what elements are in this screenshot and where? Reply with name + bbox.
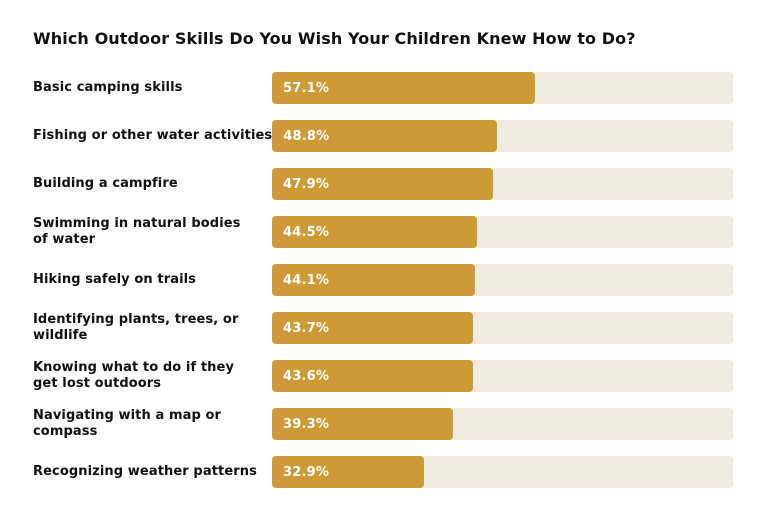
category-label: Swimming in natural bodies of water [33, 216, 241, 247]
chart-title: Which Outdoor Skills Do You Wish Your Ch… [33, 29, 636, 48]
chart-row: Basic camping skills 57.1% [33, 64, 733, 112]
category-label: Recognizing weather patterns [33, 464, 257, 479]
bar-fill: 47.9% [272, 168, 493, 200]
bar-fill: 48.8% [272, 120, 498, 152]
bar-track: 44.5% [272, 216, 733, 248]
chart-rows: Basic camping skills 57.1% Fishing or ot… [33, 64, 733, 496]
category-label: Fishing or other water activities [33, 128, 273, 143]
chart-row: Swimming in natural bodies of water 44.5… [33, 208, 733, 256]
bar-track: 44.1% [272, 264, 733, 296]
value-label: 43.7% [283, 320, 330, 336]
bar-fill: 32.9% [272, 456, 424, 488]
bar-fill: 44.1% [272, 264, 476, 296]
bar-track: 39.3% [272, 408, 733, 440]
value-label: 32.9% [283, 464, 330, 480]
bar-fill: 43.7% [272, 312, 474, 344]
bar-track: 43.7% [272, 312, 733, 344]
value-label: 47.9% [283, 176, 330, 192]
value-label: 39.3% [283, 416, 330, 432]
chart-row: Knowing what to do if they get lost outd… [33, 352, 733, 400]
chart-row: Building a campfire 47.9% [33, 160, 733, 208]
category-label: Hiking safely on trails [33, 272, 197, 287]
bar-track: 47.9% [272, 168, 733, 200]
bar-fill: 44.5% [272, 216, 478, 248]
value-label: 44.1% [283, 272, 330, 288]
chart-row: Hiking safely on trails 44.1% [33, 256, 733, 304]
chart-row: Fishing or other water activities 48.8% [33, 112, 733, 160]
value-label: 48.8% [283, 128, 330, 144]
category-label: Identifying plants, trees, or wildlife [33, 312, 239, 343]
category-label: Building a campfire [33, 176, 178, 191]
chart-row: Identifying plants, trees, or wildlife 4… [33, 304, 733, 352]
bar-track: 43.6% [272, 360, 733, 392]
value-label: 43.6% [283, 368, 330, 384]
bar-track: 32.9% [272, 456, 733, 488]
chart-row: Recognizing weather patterns 32.9% [33, 448, 733, 496]
bar-track: 48.8% [272, 120, 733, 152]
category-label: Navigating with a map or compass [33, 408, 222, 439]
bar-track: 57.1% [272, 72, 733, 104]
bar-fill: 39.3% [272, 408, 454, 440]
value-label: 44.5% [283, 224, 330, 240]
bar-fill: 43.6% [272, 360, 473, 392]
category-label: Basic camping skills [33, 80, 183, 95]
chart-row: Navigating with a map or compass 39.3% [33, 400, 733, 448]
value-label: 57.1% [283, 80, 330, 96]
bar-fill: 57.1% [272, 72, 536, 104]
category-label: Knowing what to do if they get lost outd… [33, 360, 235, 391]
